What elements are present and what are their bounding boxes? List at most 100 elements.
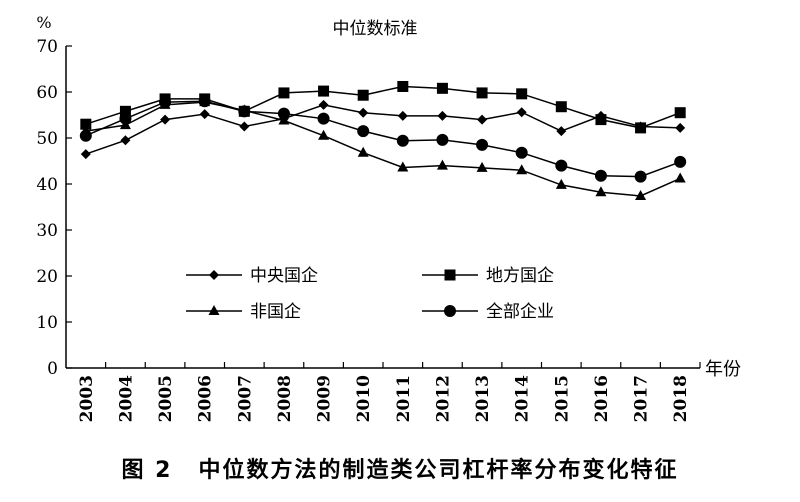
legend-marker: [444, 305, 456, 317]
data-point: [556, 126, 567, 137]
data-point: [515, 146, 528, 159]
data-point: [674, 155, 687, 168]
data-point: [318, 99, 329, 110]
data-point: [199, 109, 210, 120]
figure-caption-text: 中位数方法的制造类公司杠杆率分布变化特征: [198, 458, 679, 483]
x-tick-label: 2018: [671, 375, 691, 422]
data-point: [634, 170, 647, 183]
data-point: [555, 159, 568, 172]
data-point: [476, 87, 488, 99]
y-tick-label: 30: [36, 221, 58, 241]
data-point: [555, 101, 567, 113]
data-point: [397, 80, 409, 92]
data-point: [119, 112, 132, 125]
data-point: [516, 88, 528, 100]
data-point: [159, 96, 172, 109]
x-tick-label: 2014: [513, 375, 533, 422]
data-point: [594, 169, 607, 182]
data-point: [476, 138, 489, 151]
x-tick-label: 2006: [196, 375, 216, 422]
y-tick-label: 0: [47, 359, 58, 379]
data-point: [397, 110, 408, 121]
data-point: [198, 95, 211, 108]
data-point: [595, 186, 607, 197]
legend-marker: [444, 269, 456, 281]
x-tick-label: 2015: [552, 375, 572, 422]
x-tick-label: 2005: [156, 375, 176, 422]
data-point: [516, 164, 528, 175]
series-layer: [79, 80, 687, 200]
data-point: [436, 133, 449, 146]
data-point: [674, 172, 686, 183]
data-point: [317, 112, 330, 125]
legend-item: 非国企: [186, 302, 301, 322]
series-triangle: [80, 96, 686, 200]
data-point: [120, 135, 131, 146]
y-tick-label: 70: [36, 37, 58, 57]
data-point: [397, 161, 409, 172]
x-axis-label: 年份: [705, 359, 741, 380]
x-tick-label: 2010: [354, 375, 374, 422]
legend-label: 非国企: [250, 302, 301, 322]
x-tick-label: 2017: [632, 375, 652, 422]
legend-label: 地方国企: [486, 266, 554, 286]
data-point: [318, 129, 330, 140]
data-point: [436, 159, 448, 170]
y-tick-label: 20: [36, 267, 58, 287]
data-point: [357, 89, 369, 101]
data-point: [278, 87, 290, 99]
x-tick-label: 2003: [77, 375, 97, 422]
legend-marker: [209, 270, 219, 280]
data-point: [436, 82, 448, 94]
x-tick-label: 2008: [275, 375, 295, 422]
series-line: [85, 101, 681, 197]
series-line: [85, 104, 681, 155]
series-line: [85, 100, 681, 178]
data-point: [277, 107, 290, 120]
x-axis-ticks: 2003 2004 2005 2006 2007 2008 2009 2010 2011 2012…: [77, 362, 701, 422]
x-tick-label: 2016: [592, 375, 612, 422]
x-tick-label: 2013: [473, 375, 493, 422]
data-point: [358, 107, 369, 118]
x-tick-label: 2004: [116, 375, 136, 422]
data-point: [119, 105, 131, 117]
y-tick-label: 40: [36, 175, 58, 195]
data-point: [80, 118, 92, 130]
series-line: [85, 85, 681, 129]
data-point: [80, 149, 91, 160]
data-point: [674, 107, 686, 119]
data-point: [437, 110, 448, 121]
y-tick-label: 10: [36, 313, 58, 333]
data-point: [160, 114, 171, 125]
legend-label: 中央国企: [250, 266, 318, 286]
data-point: [516, 107, 527, 118]
data-point: [238, 105, 251, 118]
x-tick-label: 2007: [235, 375, 255, 422]
series-diamond: [80, 99, 686, 160]
data-point: [635, 122, 647, 134]
legend-item: 地方国企: [422, 266, 554, 286]
data-point: [239, 121, 250, 132]
series-circle: [79, 95, 687, 183]
data-point: [555, 178, 567, 189]
legend-marker: [208, 305, 220, 315]
figure-label: 图 2: [121, 458, 173, 483]
y-tick-label: 50: [36, 129, 58, 149]
data-point: [357, 125, 370, 138]
data-point: [357, 146, 369, 157]
data-point: [675, 122, 686, 133]
legend-label: 全部企业: [486, 302, 554, 322]
data-point: [635, 189, 647, 200]
data-point: [476, 161, 488, 172]
y-axis-ticks: 0 10 20 30 40 50 60 70: [36, 37, 72, 379]
x-tick-label: 2009: [315, 375, 335, 422]
x-tick-label: 2011: [394, 375, 414, 422]
series-square: [80, 80, 686, 134]
y-axis-unit: %: [36, 13, 51, 32]
data-point: [79, 129, 92, 142]
data-point: [396, 134, 409, 147]
legend-item: 中央国企: [186, 266, 318, 286]
chart-title: 中位数标准: [333, 19, 418, 39]
